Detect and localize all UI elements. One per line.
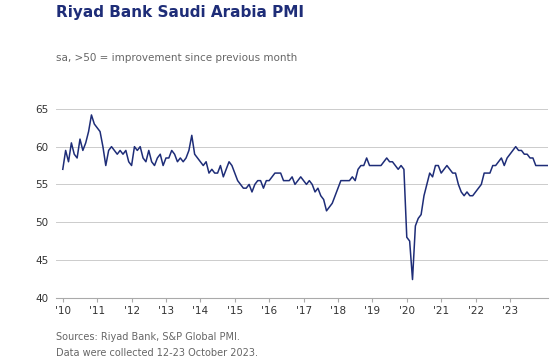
Text: Riyad Bank Saudi Arabia PMI: Riyad Bank Saudi Arabia PMI	[56, 5, 304, 20]
Text: Data were collected 12-23 October 2023.: Data were collected 12-23 October 2023.	[56, 348, 258, 359]
Text: Sources: Riyad Bank, S&P Global PMI.: Sources: Riyad Bank, S&P Global PMI.	[56, 332, 240, 342]
Text: sa, >50 = improvement since previous month: sa, >50 = improvement since previous mon…	[56, 53, 297, 63]
